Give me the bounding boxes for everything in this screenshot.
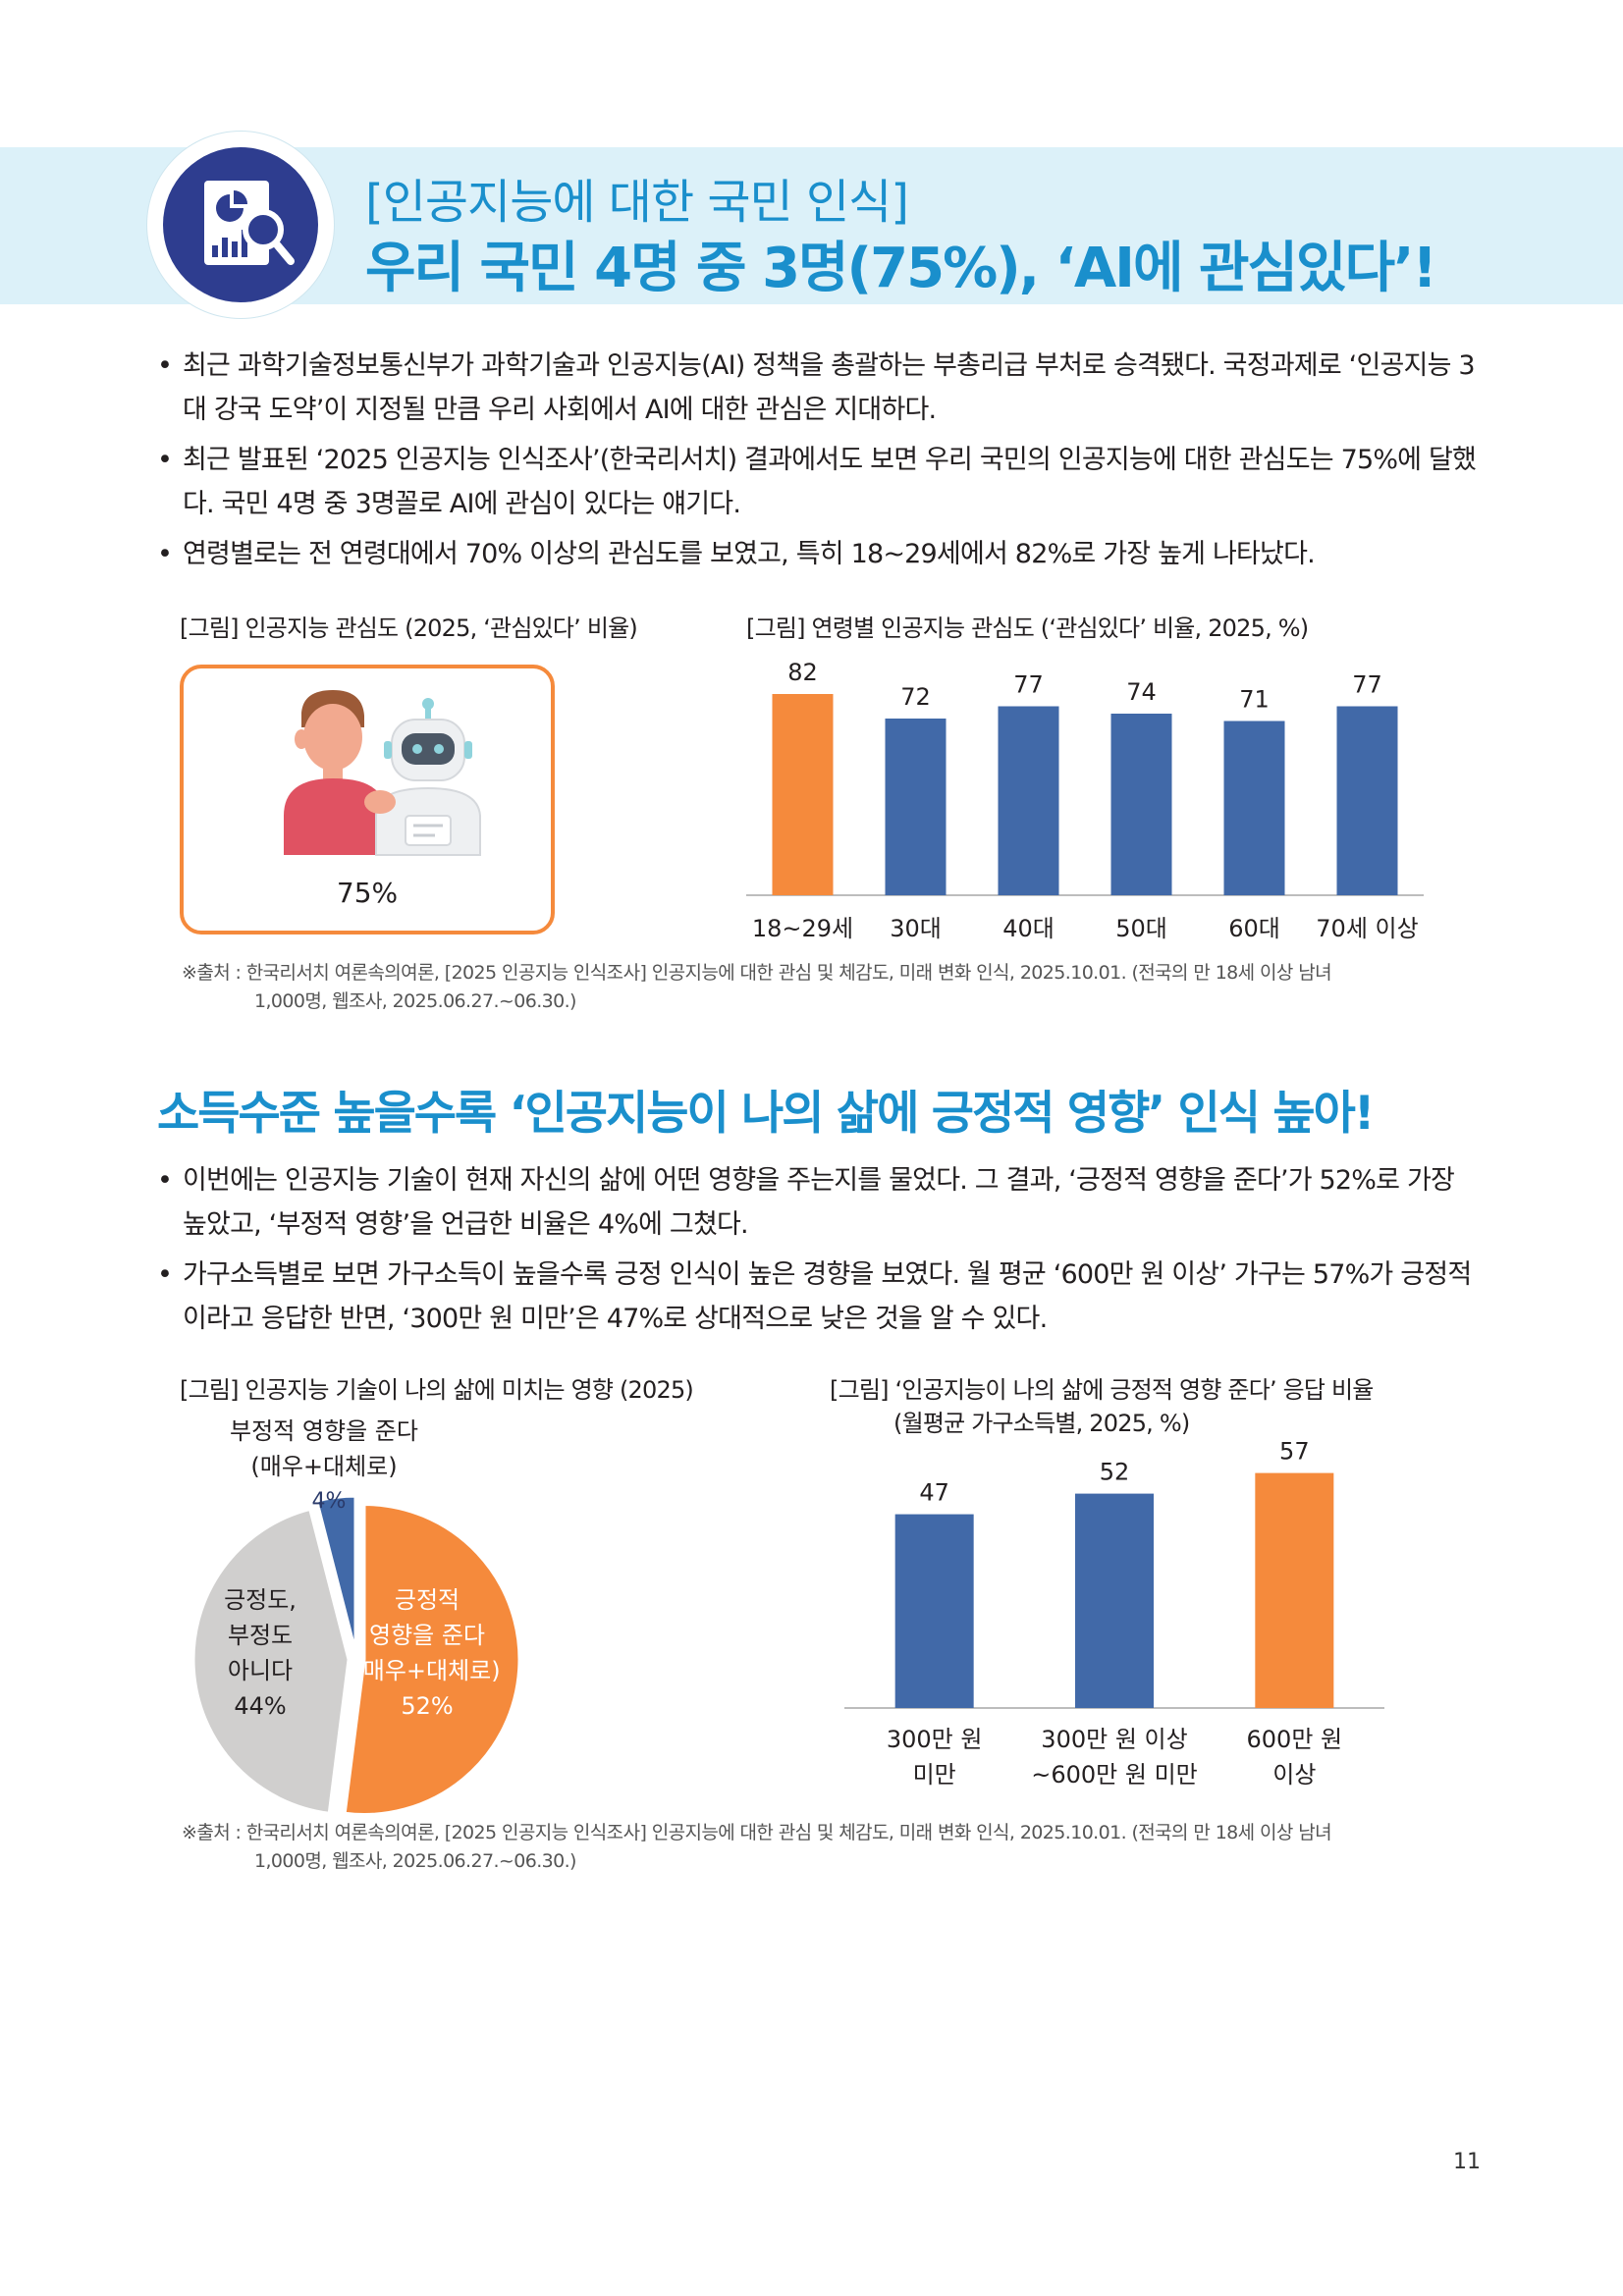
header-title: 우리 국민 4명 중 3명(75%), ‘AI에 관심있다’! bbox=[365, 237, 1437, 300]
pie-label-line: 52% bbox=[401, 1692, 454, 1720]
bullet-item: 연령별로는 전 연령대에서 70% 이상의 관심도를 보였고, 특히 18~29… bbox=[157, 532, 1478, 576]
category-label: 60대 bbox=[1228, 915, 1280, 942]
source-line: ※출처 : 한국리서치 여론속의여론, [2025 인공지능 인식조사] 인공지… bbox=[182, 962, 1332, 984]
income-positive-bar-chart: 47 300만 원미만 52 300만 원 이상 ~600만 원 미만 57 600만 원이… bbox=[844, 1438, 1384, 1789]
source-line: 1,000명, 웹조사, 2025.06.27.~06.30.) bbox=[254, 1850, 576, 1872]
figure2-caption: [그림] 연령별 인공지능 관심도 (‘관심있다’ 비율, 2025, %) bbox=[746, 614, 1309, 642]
bar-value-label: 82 bbox=[787, 659, 818, 686]
pie-label-line: 아니다 bbox=[227, 1657, 294, 1684]
pie-label-line: 영향을 준다 bbox=[368, 1622, 486, 1649]
source-line: ※출처 : 한국리서치 여론속의여론, [2025 인공지능 인식조사] 인공지… bbox=[182, 1822, 1332, 1843]
pie-value-negative: 4% bbox=[311, 1489, 347, 1514]
section2-bullets: 이번에는 인공지능 기술이 현재 자신의 삶에 어떤 영향을 주는지를 물었다.… bbox=[157, 1158, 1478, 1347]
bar bbox=[1223, 721, 1285, 895]
source-note-1: ※출처 : 한국리서치 여론속의여론, [2025 인공지능 인식조사] 인공지… bbox=[182, 959, 1478, 1016]
bar-value-label: 47 bbox=[919, 1479, 949, 1507]
category-label: 이상 bbox=[1272, 1761, 1316, 1789]
category-label: 70세 이상 bbox=[1316, 915, 1418, 942]
source-note-2: ※출처 : 한국리서치 여론속의여론, [2025 인공지능 인식조사] 인공지… bbox=[182, 1819, 1478, 1876]
person-robot-illustration bbox=[284, 690, 481, 856]
bar bbox=[1110, 714, 1172, 895]
category-label: 30대 bbox=[890, 915, 942, 942]
category-label: 18~29세 bbox=[752, 915, 853, 942]
bar bbox=[1336, 706, 1398, 895]
bar-value-label: 52 bbox=[1100, 1459, 1130, 1486]
section2-title: 소득수준 높을수록 ‘인공지능이 나의 삶에 긍정적 영향’ 인식 높아! bbox=[157, 1087, 1375, 1141]
category-label: 300만 원 이상 bbox=[1041, 1726, 1187, 1753]
bar bbox=[772, 694, 834, 895]
pie-label-line: 44% bbox=[234, 1692, 287, 1720]
bar-value-label: 74 bbox=[1126, 678, 1157, 706]
interest-card: 75% bbox=[180, 665, 555, 934]
category-label: 600만 원 bbox=[1247, 1726, 1343, 1753]
bullet-item: 가구소득별로 보면 가구소득이 높을수록 긍정 인식이 높은 경향을 보였다. … bbox=[157, 1253, 1478, 1341]
bar-value-label: 77 bbox=[1013, 671, 1044, 699]
chart-magnifier-icon bbox=[204, 181, 295, 265]
bar bbox=[998, 706, 1059, 895]
figure1-caption: [그림] 인공지능 관심도 (2025, ‘관심있다’ 비율) bbox=[180, 614, 638, 642]
source-line: 1,000명, 웹조사, 2025.06.27.~06.30.) bbox=[254, 990, 576, 1012]
bar-value-label: 71 bbox=[1239, 686, 1270, 714]
bar bbox=[1075, 1493, 1154, 1708]
pie-label-positive: 긍정적 영향을 준다 (매우+대체로) 52% bbox=[353, 1582, 501, 1724]
bar bbox=[1255, 1472, 1334, 1708]
life-impact-pie-chart bbox=[191, 1494, 521, 1816]
age-interest-bar-chart: 82 18~29세 72 30대 77 40대 74 50대 71 60대 77 70세 이상 bbox=[746, 659, 1424, 942]
bar-value-label: 72 bbox=[900, 683, 931, 711]
pie-label-line: 부정적 영향을 준다 bbox=[230, 1417, 418, 1445]
pie-label-line: 부정도 bbox=[227, 1622, 294, 1649]
bullet-item: 최근 발표된 ‘2025 인공지능 인식조사’(한국리서치) 결과에서도 보면 … bbox=[157, 438, 1478, 526]
category-label: ~600만 원 미만 bbox=[1031, 1761, 1198, 1789]
figure3-caption: [그림] 인공지능 기술이 나의 삶에 미치는 영향 (2025) bbox=[180, 1376, 694, 1404]
bar bbox=[885, 719, 947, 895]
pie-label-neutral: 긍정도, 부정도 아니다 44% bbox=[206, 1582, 314, 1724]
interest-percent: 75% bbox=[336, 877, 399, 909]
bar-value-label: 57 bbox=[1279, 1438, 1310, 1466]
page-number: 11 bbox=[1453, 2150, 1481, 2174]
figure4-caption-line1: [그림] ‘인공지능이 나의 삶에 긍정적 영향 준다’ 응답 비율 bbox=[830, 1376, 1374, 1404]
report-analysis-badge bbox=[147, 132, 334, 318]
section1-bullets: 최근 과학기술정보통신부가 과학기술과 인공지능(AI) 정책을 총괄하는 부총… bbox=[157, 344, 1478, 582]
pie-label-line: 긍정도, bbox=[224, 1586, 297, 1614]
figure4-caption-line2: (월평균 가구소득별, 2025, %) bbox=[893, 1410, 1190, 1437]
bullet-item: 최근 과학기술정보통신부가 과학기술과 인공지능(AI) 정책을 총괄하는 부총… bbox=[157, 344, 1478, 432]
bullet-item: 이번에는 인공지능 기술이 현재 자신의 삶에 어떤 영향을 주는지를 물었다.… bbox=[157, 1158, 1478, 1247]
pie-slice bbox=[343, 1502, 521, 1816]
bar bbox=[894, 1514, 974, 1708]
pie-label-negative: 부정적 영향을 준다 (매우+대체로) bbox=[196, 1414, 452, 1484]
header-subtitle: [인공지능에 대한 국민 인식] bbox=[365, 175, 909, 230]
category-label: 미만 bbox=[913, 1761, 956, 1789]
pie-label-line: (매우+대체로) bbox=[353, 1657, 501, 1684]
bar-value-label: 77 bbox=[1352, 671, 1382, 699]
category-label: 40대 bbox=[1002, 915, 1055, 942]
category-label: 300만 원 bbox=[887, 1726, 983, 1753]
pie-slice bbox=[314, 1494, 357, 1652]
pie-slice bbox=[191, 1507, 351, 1815]
pie-label-line: (매우+대체로) bbox=[250, 1453, 398, 1480]
pie-label-line: 긍정적 bbox=[394, 1586, 460, 1614]
category-label: 50대 bbox=[1115, 915, 1167, 942]
